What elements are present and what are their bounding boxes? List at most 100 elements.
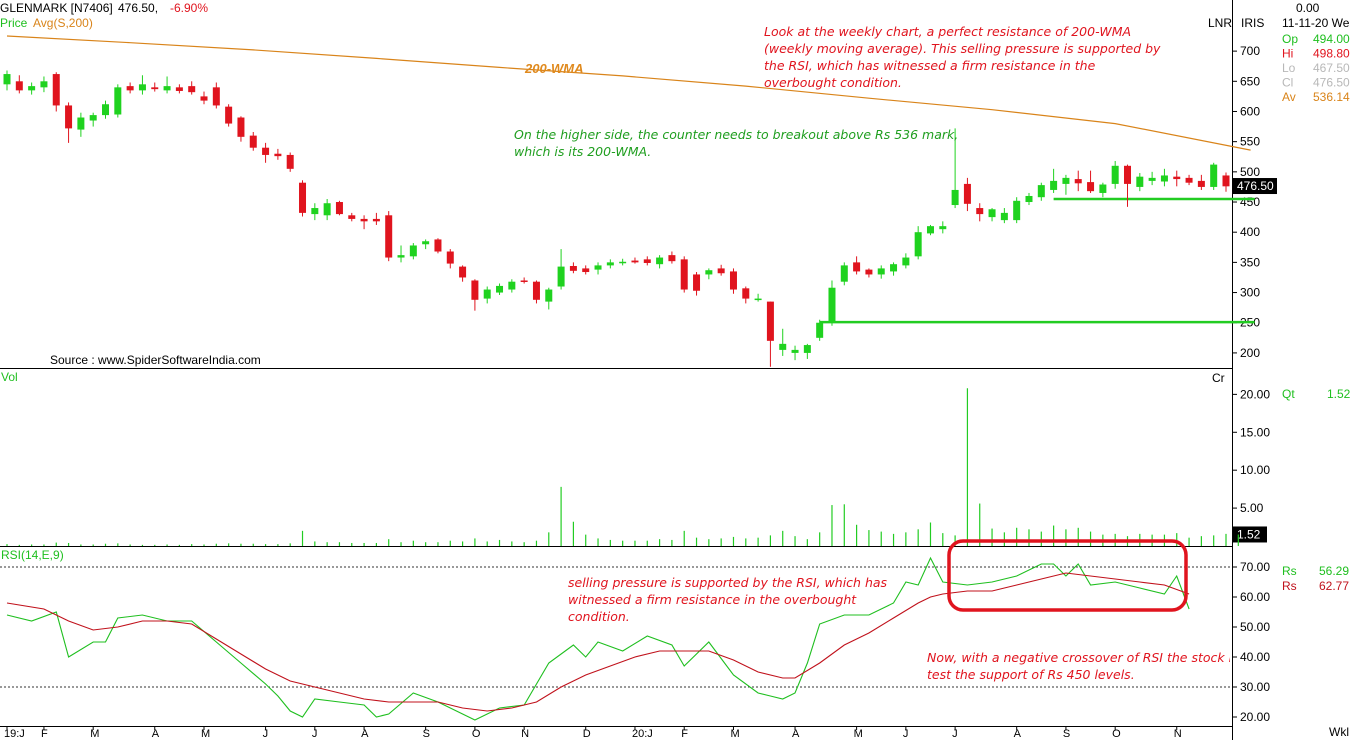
candle — [3, 70, 11, 91]
candle — [471, 279, 479, 311]
candle-body — [89, 115, 97, 121]
price-axis-label: 200 — [1240, 346, 1260, 360]
candle-body — [434, 239, 442, 252]
candle — [729, 268, 737, 294]
candle — [52, 72, 60, 112]
time-axis-label: N — [521, 728, 529, 740]
candle — [188, 81, 196, 95]
symbol-label: GLENMARK [N7406] — [0, 1, 113, 15]
candle-body — [385, 215, 393, 258]
candle-body — [1210, 164, 1218, 187]
candle-body — [939, 226, 947, 230]
candle — [532, 280, 540, 304]
candle-body — [1123, 165, 1131, 184]
candle-body — [766, 301, 774, 341]
candle-body — [1050, 180, 1058, 190]
iris-button[interactable]: IRIS — [1241, 16, 1264, 30]
wma-200-line — [6, 35, 1251, 151]
time-axis-label: F — [681, 728, 688, 740]
candle — [1173, 170, 1181, 187]
candle-body — [3, 74, 11, 85]
qt-label: Qt — [1282, 387, 1295, 401]
candle — [372, 212, 380, 225]
price-axis-label: 550 — [1240, 135, 1260, 149]
candle-body — [299, 182, 307, 213]
candle — [1222, 172, 1230, 192]
rsi-legend-value: 56.29 — [1319, 564, 1349, 578]
wkl-label[interactable]: Wkl — [1329, 725, 1349, 739]
ohlc-value: 476.50 — [1313, 76, 1350, 90]
time-axis-label: M — [854, 728, 863, 740]
candle-body — [680, 259, 688, 290]
candle — [680, 256, 688, 293]
candle — [299, 180, 307, 217]
candle-body — [693, 274, 701, 291]
candle — [65, 102, 73, 143]
wma-label: 200-WMA — [524, 61, 584, 76]
candle-body — [459, 266, 467, 278]
rsi-legend-label: Rs — [1282, 564, 1297, 578]
candle-body — [212, 87, 220, 106]
annotation-rsi-note-line: condition. — [568, 609, 630, 624]
candle — [902, 253, 910, 269]
rsi-lines — [6, 556, 1190, 721]
candle-body — [902, 257, 910, 266]
ohlc-value: 498.80 — [1313, 47, 1350, 61]
price-axis-label: 300 — [1240, 286, 1260, 300]
price-axis-label: 450 — [1240, 195, 1260, 209]
candle — [1148, 171, 1156, 186]
candle-body — [348, 215, 356, 219]
candle — [409, 243, 417, 260]
candle-body — [446, 251, 454, 264]
candle — [631, 257, 639, 264]
candle-body — [976, 208, 984, 215]
annotation-crossover: Now, with a negative crossover of RSI th… — [927, 649, 1230, 683]
candle — [348, 212, 356, 222]
candle-body — [360, 218, 368, 222]
candle — [335, 200, 343, 216]
candle-body — [225, 106, 233, 124]
ohlc-value: 536.14 — [1313, 90, 1350, 104]
vol-axis-label: 15.00 — [1240, 425, 1270, 439]
candle — [249, 132, 257, 151]
candle-body — [853, 262, 861, 272]
candle — [865, 268, 873, 278]
rsi-line — [6, 556, 1190, 721]
change-percent: -6.90% — [170, 1, 208, 15]
candle-body — [656, 257, 664, 265]
candle — [200, 91, 208, 105]
candle-body — [865, 269, 873, 275]
candle — [311, 203, 319, 221]
time-axis-label: A — [1014, 728, 1022, 740]
candle — [163, 76, 171, 94]
candle — [890, 262, 898, 276]
annotation-higher-line: On the higher side, the counter needs to… — [514, 127, 959, 142]
lnr-button[interactable]: LNR — [1208, 16, 1232, 30]
chart-frame — [0, 0, 1233, 740]
candle-body — [372, 218, 380, 222]
candle — [693, 272, 701, 296]
candle — [323, 199, 331, 221]
time-axis-label: D — [583, 728, 591, 740]
candle-body — [102, 104, 110, 116]
candle — [1050, 168, 1058, 193]
candle-body — [742, 288, 750, 299]
vol-last-box — [1233, 526, 1267, 543]
date-label: 11-11-20 We — [1282, 16, 1350, 30]
candle — [1013, 197, 1021, 224]
candle-body — [323, 203, 331, 216]
candle-body — [926, 226, 934, 234]
annotation-weekly-line: the RSI, which has witnessed a firm resi… — [764, 58, 1096, 73]
time-axis-label: M — [201, 728, 210, 740]
candle — [1197, 174, 1205, 190]
rsi-highlight-box — [947, 539, 1188, 612]
candle — [237, 116, 245, 142]
ohlc-label: Lo — [1282, 61, 1296, 75]
candle — [175, 84, 183, 94]
candle-body — [409, 245, 417, 257]
ohlc-label: Op — [1282, 32, 1298, 46]
candle — [877, 265, 885, 279]
time-axis-label: M — [90, 728, 99, 740]
candle — [1037, 182, 1045, 201]
